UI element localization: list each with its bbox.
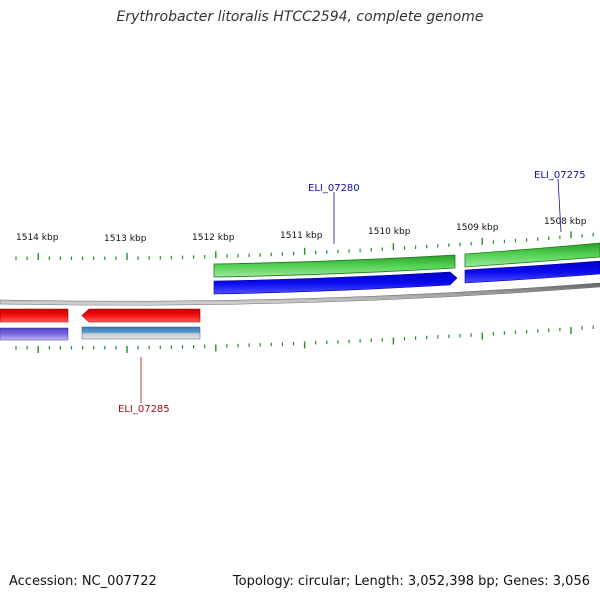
tick-label: 1513 kbp: [104, 234, 147, 244]
gene-callout[interactable]: ELI_07275: [534, 170, 586, 233]
accession-label: Accession: NC_007722: [9, 574, 157, 589]
map-title: Erythrobacter litoralis HTCC2594, comple…: [116, 9, 484, 25]
tick-label: 1514 kbp: [16, 233, 59, 243]
tick-label: 1510 kbp: [368, 227, 411, 237]
tick-label: 1512 kbp: [192, 233, 235, 243]
genome-backbone: [0, 282, 600, 306]
gene-label[interactable]: ELI_07285: [118, 404, 170, 415]
reverse-cds-track[interactable]: [0, 308, 201, 323]
tick-label: 1509 kbp: [456, 223, 499, 233]
gene-label[interactable]: ELI_07280: [308, 183, 360, 194]
tick-label: 1508 kbp: [544, 217, 587, 227]
feature-track-lower[interactable]: [0, 326, 201, 341]
gene-label[interactable]: ELI_07275: [534, 170, 586, 181]
forward-cds-track[interactable]: [213, 260, 600, 295]
lower-tick-ruler: [15, 325, 594, 353]
feature-track-green[interactable]: [213, 242, 600, 278]
upper-tick-ruler: [15, 231, 594, 260]
genome-summary: Topology: circular; Length: 3,052,398 bp…: [232, 574, 590, 589]
gene-callout[interactable]: ELI_07280: [308, 183, 360, 244]
gene-callout[interactable]: ELI_07285: [118, 357, 170, 415]
tick-label: 1511 kbp: [280, 231, 323, 241]
